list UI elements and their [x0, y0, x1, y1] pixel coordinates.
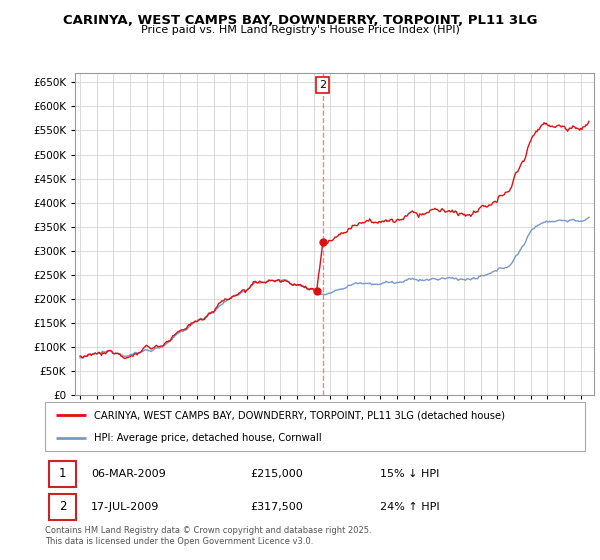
Text: 2: 2 — [319, 80, 326, 90]
Bar — [49, 461, 76, 487]
Text: CARINYA, WEST CAMPS BAY, DOWNDERRY, TORPOINT, PL11 3LG: CARINYA, WEST CAMPS BAY, DOWNDERRY, TORP… — [63, 14, 537, 27]
Text: HPI: Average price, detached house, Cornwall: HPI: Average price, detached house, Corn… — [94, 433, 321, 443]
Text: 15% ↓ HPI: 15% ↓ HPI — [380, 469, 439, 479]
Text: 17-JUL-2009: 17-JUL-2009 — [91, 502, 159, 511]
Text: 24% ↑ HPI: 24% ↑ HPI — [380, 502, 439, 511]
Text: CARINYA, WEST CAMPS BAY, DOWNDERRY, TORPOINT, PL11 3LG (detached house): CARINYA, WEST CAMPS BAY, DOWNDERRY, TORP… — [94, 410, 505, 421]
Text: 1: 1 — [59, 467, 67, 480]
Text: Price paid vs. HM Land Registry's House Price Index (HPI): Price paid vs. HM Land Registry's House … — [140, 25, 460, 35]
Text: £215,000: £215,000 — [250, 469, 303, 479]
Text: Contains HM Land Registry data © Crown copyright and database right 2025.
This d: Contains HM Land Registry data © Crown c… — [45, 526, 371, 546]
Text: 2: 2 — [59, 500, 67, 513]
Text: £317,500: £317,500 — [250, 502, 303, 511]
Bar — [49, 493, 76, 520]
Text: 06-MAR-2009: 06-MAR-2009 — [91, 469, 166, 479]
